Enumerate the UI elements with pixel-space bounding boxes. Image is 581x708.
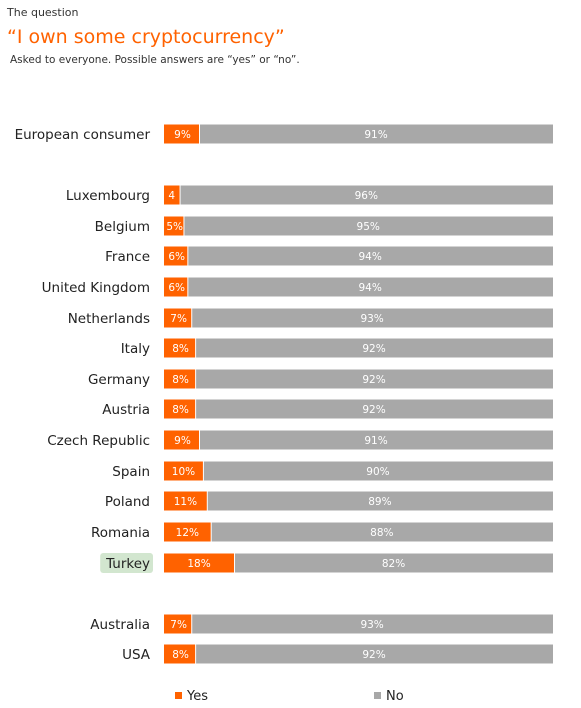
value-label-yes-united-kingdom: 6% — [168, 282, 185, 294]
value-label-yes-italy: 8% — [172, 343, 189, 355]
value-label-yes-germany: 8% — [172, 374, 189, 386]
value-label-no-poland: 89% — [368, 496, 391, 508]
legend-label-no: No — [386, 689, 404, 704]
value-label-yes-european-consumer: 9% — [174, 129, 191, 141]
bar-no-spain — [203, 461, 553, 481]
bar-yes-italy — [164, 338, 196, 358]
bar-no-france — [188, 246, 553, 266]
highlight-turkey — [100, 553, 153, 573]
bar-no-romania — [211, 522, 553, 542]
category-label-belgium: Belgium — [95, 219, 150, 235]
value-label-yes-romania: 12% — [176, 527, 199, 539]
bar-yes-united-kingdom — [164, 277, 188, 297]
category-label-united-kingdom: United Kingdom — [42, 280, 150, 296]
category-label-spain: Spain — [112, 464, 150, 480]
value-label-no-australia: 93% — [360, 619, 383, 631]
bar-yes-france — [164, 246, 188, 266]
value-label-yes-austria: 8% — [172, 404, 189, 416]
bar-yes-usa — [164, 644, 196, 664]
category-label-italy: Italy — [121, 341, 150, 357]
value-label-yes-luxembourg: 4 — [168, 190, 175, 202]
bar-no-belgium — [184, 216, 553, 236]
category-label-usa: USA — [122, 647, 151, 663]
bar-yes-czech-republic — [164, 430, 200, 450]
category-label-romania: Romania — [91, 525, 150, 541]
value-label-yes-usa: 8% — [172, 649, 189, 661]
bar-no-czech-republic — [200, 430, 553, 450]
value-label-no-turkey: 82% — [382, 558, 405, 570]
bar-no-germany — [196, 369, 553, 389]
value-label-yes-netherlands: 7% — [170, 313, 187, 325]
bar-no-european-consumer — [200, 124, 553, 144]
value-label-yes-spain: 10% — [172, 466, 195, 478]
value-label-no-european-consumer: 91% — [364, 129, 387, 141]
value-label-no-romania: 88% — [370, 527, 393, 539]
value-label-yes-poland: 11% — [174, 496, 197, 508]
bar-no-australia — [192, 614, 554, 634]
bar-yes-spain — [164, 461, 203, 481]
value-label-no-austria: 92% — [362, 404, 385, 416]
chart-subtitle: Asked to everyone. Possible answers are … — [10, 54, 300, 66]
category-label-australia: Australia — [90, 617, 150, 633]
value-label-no-italy: 92% — [362, 343, 385, 355]
value-label-no-spain: 90% — [366, 466, 389, 478]
category-label-poland: Poland — [105, 494, 150, 510]
bar-yes-belgium — [164, 216, 184, 236]
value-label-yes-czech-republic: 9% — [174, 435, 191, 447]
bar-no-luxembourg — [180, 185, 553, 205]
category-label-netherlands: Netherlands — [68, 311, 150, 327]
category-label-austria: Austria — [102, 402, 150, 418]
value-label-no-germany: 92% — [362, 374, 385, 386]
category-label-luxembourg: Luxembourg — [66, 188, 150, 204]
bar-yes-germany — [164, 369, 196, 389]
legend-swatch-yes — [175, 692, 182, 699]
bar-yes-austria — [164, 399, 196, 419]
value-label-no-france: 94% — [358, 251, 381, 263]
category-label-european-consumer: European consumer — [15, 127, 151, 143]
bar-yes-european-consumer — [164, 124, 200, 144]
value-label-no-usa: 92% — [362, 649, 385, 661]
value-label-yes-belgium: 5% — [166, 221, 183, 233]
bar-no-turkey — [235, 553, 553, 573]
bar-no-usa — [196, 644, 553, 664]
value-label-no-luxembourg: 96% — [355, 190, 378, 202]
value-label-yes-australia: 7% — [170, 619, 187, 631]
value-label-no-belgium: 95% — [357, 221, 380, 233]
bar-no-italy — [196, 338, 553, 358]
category-label-germany: Germany — [88, 372, 150, 388]
value-label-yes-turkey: 18% — [187, 558, 210, 570]
bar-no-austria — [196, 399, 553, 419]
chart-kicker: The question — [7, 6, 79, 19]
bar-yes-australia — [164, 614, 192, 634]
value-label-no-netherlands: 93% — [360, 313, 383, 325]
value-label-yes-france: 6% — [168, 251, 185, 263]
bar-no-netherlands — [192, 308, 554, 328]
category-label-czech-republic: Czech Republic — [47, 433, 150, 449]
value-label-no-czech-republic: 91% — [364, 435, 387, 447]
bar-no-united-kingdom — [188, 277, 553, 297]
bar-yes-turkey — [164, 553, 235, 573]
bar-yes-luxembourg — [164, 185, 180, 205]
legend-swatch-no — [374, 692, 381, 699]
bar-yes-netherlands — [164, 308, 192, 328]
legend-label-yes: Yes — [186, 689, 208, 704]
chart-title: “I own some cryptocurrency” — [7, 26, 285, 48]
bar-no-poland — [207, 491, 554, 511]
value-label-no-united-kingdom: 94% — [358, 282, 381, 294]
category-label-turkey: Turkey — [105, 556, 150, 572]
category-label-france: France — [105, 249, 150, 265]
bar-yes-poland — [164, 491, 207, 511]
bar-yes-romania — [164, 522, 211, 542]
